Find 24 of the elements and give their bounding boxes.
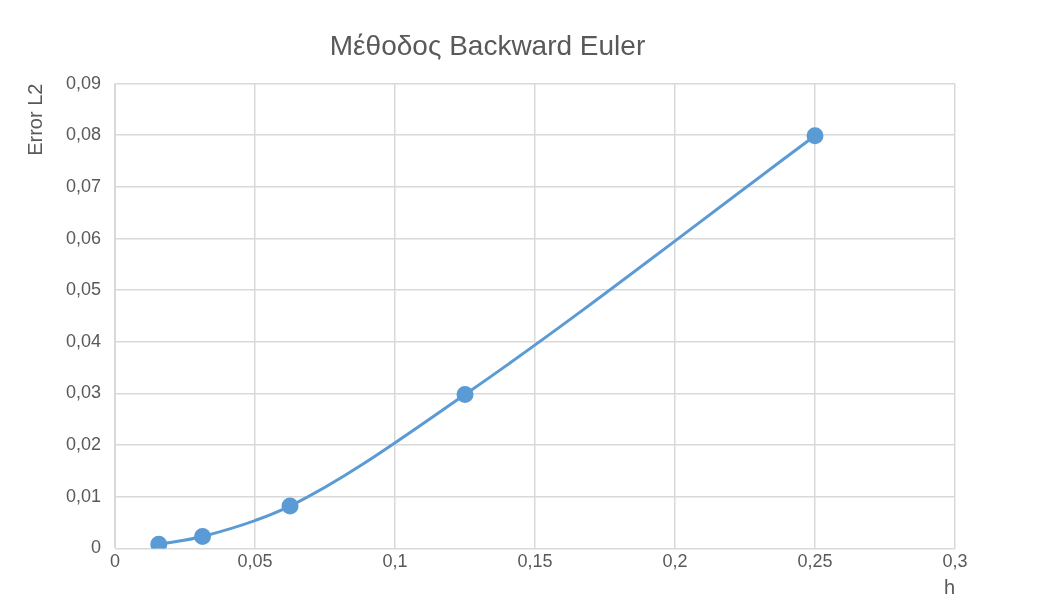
y-tick-label: 0,05: [65, 279, 102, 300]
x-tick-label: 0,1: [382, 551, 408, 572]
y-tick-label: 0,09: [65, 72, 102, 93]
y-tick-label: 0,03: [65, 382, 102, 403]
chart-title: Μέθοδος Backward Euler: [329, 29, 646, 61]
y-tick-label: 0,08: [65, 124, 102, 145]
point: [194, 528, 212, 546]
y-tick-label: 0,01: [65, 485, 102, 506]
y-tick-label: 0,02: [65, 434, 102, 455]
y-tick-label: 0,07: [65, 175, 102, 196]
point: [456, 386, 474, 403]
point: [806, 127, 824, 145]
y-tick-label: 0,06: [65, 227, 102, 248]
y-tick-label: 0,04: [65, 330, 102, 351]
y-tick-label: 0: [91, 537, 102, 558]
point: [281, 497, 299, 515]
x-tick-label: 0,3: [942, 551, 968, 572]
x-axis-title: h: [943, 575, 955, 598]
x-tick-label: 0,05: [237, 551, 273, 572]
x-tick-label: 0,2: [662, 551, 688, 572]
x-tick-label: 0,25: [797, 551, 833, 572]
y-axis-title: Error L2: [23, 83, 46, 156]
x-tick-label: 0,15: [517, 551, 553, 572]
x-tick-label: 0: [110, 551, 121, 572]
